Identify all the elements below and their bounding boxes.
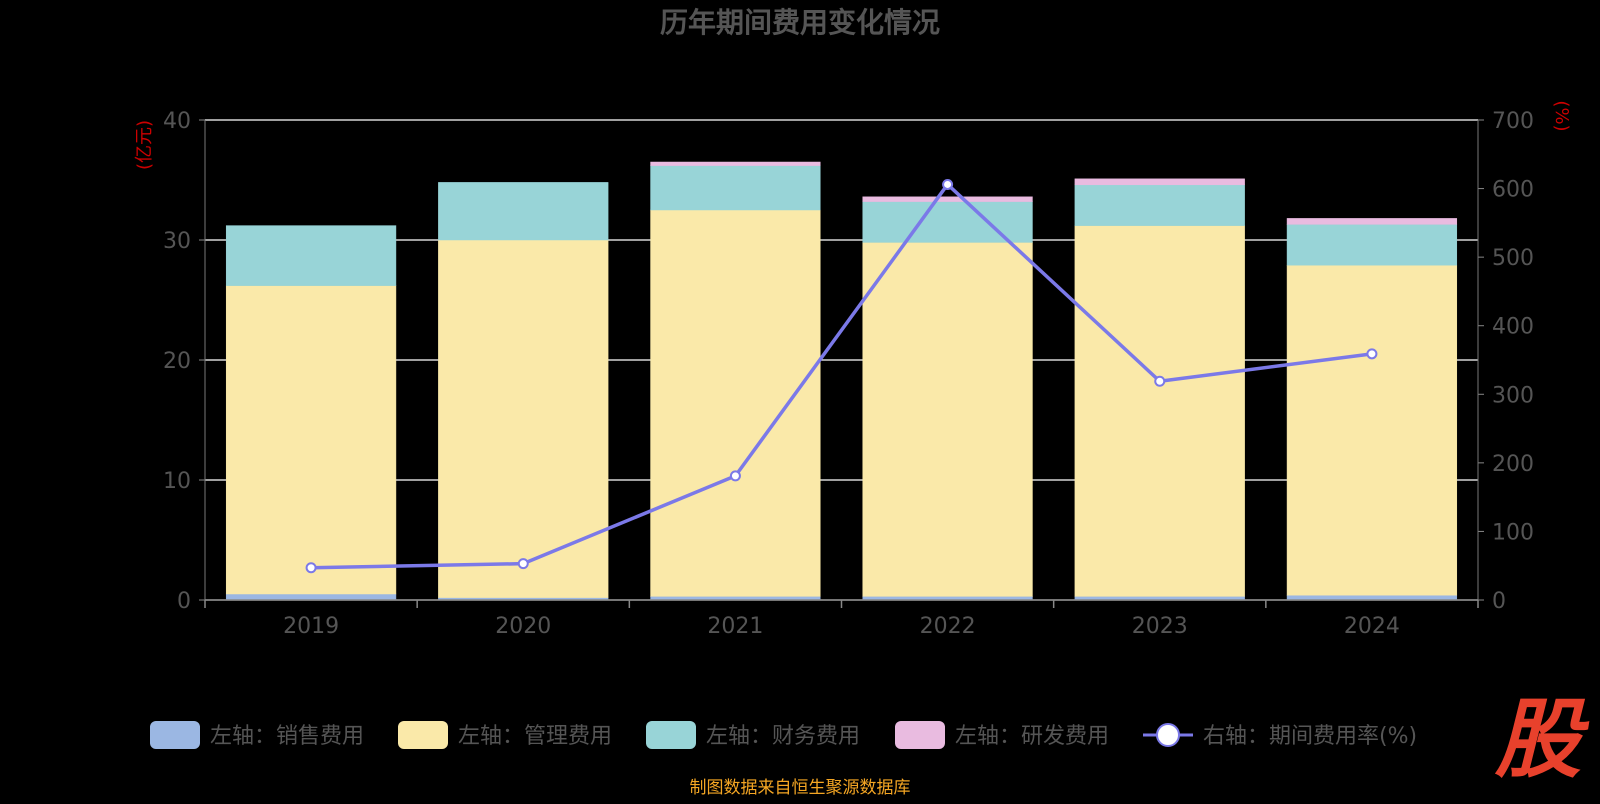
left-axis-tick-label: 0 [177, 589, 191, 614]
legend-label: 左轴：管理费用 [458, 724, 612, 749]
right-axis-tick-label: 500 [1492, 246, 1534, 271]
legend-label: 左轴：研发费用 [955, 724, 1109, 749]
right-axis-tick-label: 300 [1492, 383, 1534, 408]
right-axis-unit: (%) [1551, 100, 1572, 131]
x-axis-tick-label: 2023 [1132, 614, 1188, 639]
bar-segment [225, 285, 397, 595]
legend-swatch [150, 721, 200, 749]
left-axis-tick-label: 40 [163, 109, 191, 134]
chart-title: 历年期间费用变化情况 [660, 6, 940, 39]
legend-swatch [398, 721, 448, 749]
rate-point [729, 470, 741, 482]
left-axis-tick-label: 10 [163, 469, 191, 494]
bar-segment [225, 225, 397, 286]
legend-label: 左轴：销售费用 [210, 724, 364, 749]
right-axis-tick-label: 600 [1492, 178, 1534, 203]
right-axis-tick-label: 700 [1492, 109, 1534, 134]
left-axis-tick-label: 20 [163, 349, 191, 374]
x-axis-tick-label: 2019 [283, 614, 339, 639]
x-axis-tick-label: 2020 [495, 614, 551, 639]
rate-point [305, 562, 317, 574]
right-axis-tick-label: 200 [1492, 452, 1534, 477]
bar-segment [1074, 178, 1245, 186]
legend-label: 右轴：期间费用率(%) [1203, 724, 1417, 749]
bar-segment [1286, 264, 1458, 596]
source-note: 制图数据来自恒生聚源数据库 [690, 778, 911, 798]
x-axis-tick-label: 2022 [920, 614, 976, 639]
bar-segment [862, 242, 1033, 597]
left-axis-tick-label: 30 [163, 229, 191, 254]
bar-segment [650, 165, 821, 211]
legend-swatch [646, 721, 696, 749]
right-axis-tick-label: 100 [1492, 520, 1534, 545]
bar-segment [438, 182, 609, 241]
right-axis-tick-label: 0 [1492, 589, 1506, 614]
legend-swatch [895, 721, 945, 749]
bar-segment [650, 209, 821, 597]
x-axis-tick-label: 2024 [1344, 614, 1400, 639]
x-axis-tick-label: 2021 [707, 614, 763, 639]
bar-segment [438, 239, 609, 598]
left-axis-unit: (亿元) [134, 120, 155, 170]
bar-segment [650, 161, 821, 166]
bar-segment [1074, 225, 1245, 597]
rate-point [1154, 375, 1166, 387]
rate-line [311, 182, 1373, 570]
legend-marker [1156, 723, 1180, 747]
bar-segment [1286, 224, 1458, 266]
bar-segment [225, 593, 397, 601]
rate-point [1366, 348, 1378, 360]
logo-mark: 股 [1495, 690, 1581, 790]
rate-point [517, 558, 529, 570]
bar-segment [862, 201, 1033, 243]
legend-label: 左轴：财务费用 [706, 724, 860, 749]
bar-segment [862, 196, 1033, 202]
right-axis-tick-label: 400 [1492, 315, 1534, 340]
rate-point [942, 178, 954, 190]
bar-segment [1074, 184, 1245, 226]
bar-segment [1286, 218, 1458, 225]
